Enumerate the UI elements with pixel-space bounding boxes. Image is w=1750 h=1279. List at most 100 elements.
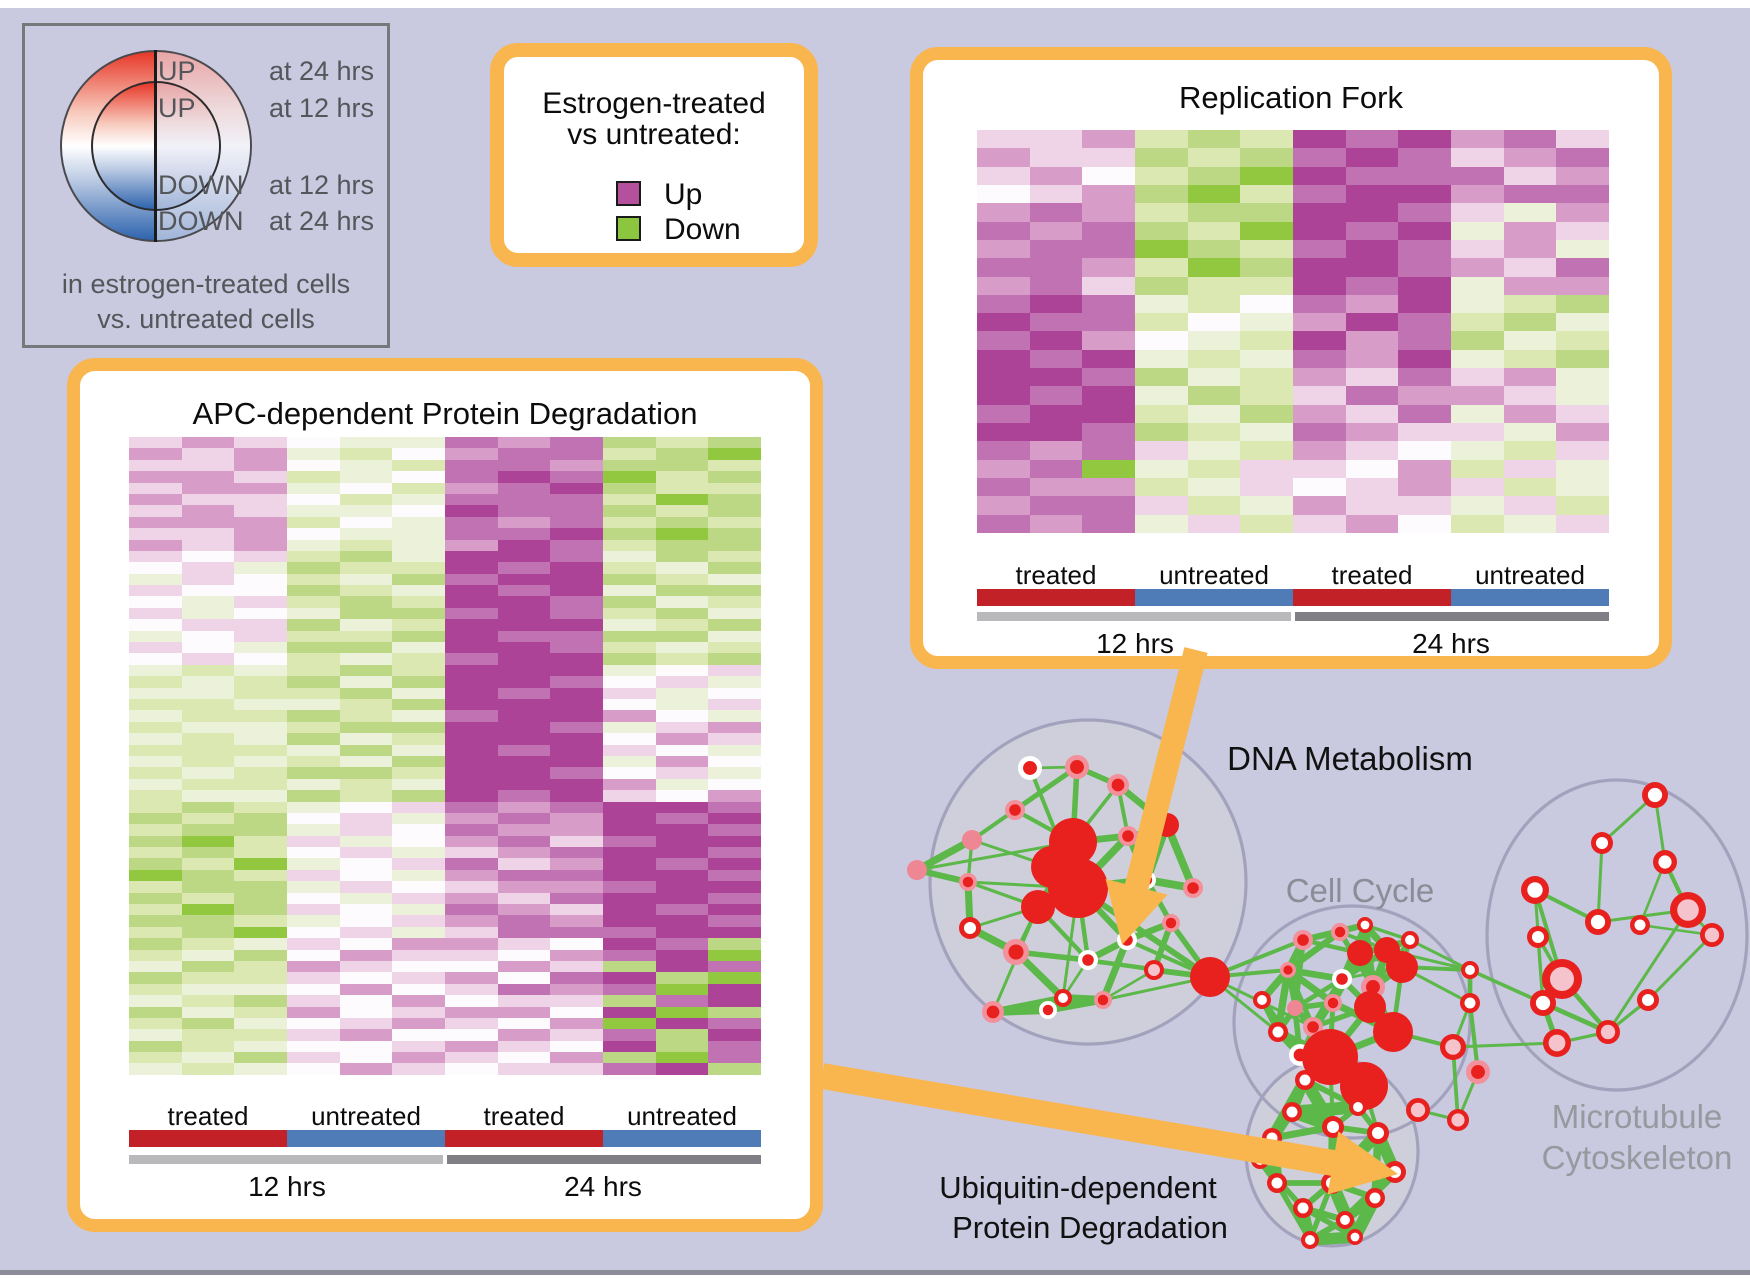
heatmap-cell — [445, 653, 498, 665]
heatmap-row — [977, 331, 1610, 350]
time-label-24hrs: 24 hrs — [564, 1171, 642, 1202]
heatmap-cell — [129, 949, 182, 961]
heatmap-cell — [1293, 148, 1346, 167]
heatmap-cell — [655, 995, 709, 1007]
heatmap-cell — [339, 539, 393, 551]
gene-node-solid — [1347, 940, 1373, 966]
heatmap-cell — [1082, 203, 1136, 222]
heatmap-cell — [1029, 148, 1083, 167]
heatmap-cell — [287, 995, 340, 1007]
heatmap-row — [129, 482, 762, 494]
heatmap-cell — [1503, 368, 1557, 387]
heatmap-cell — [1556, 294, 1610, 314]
heatmap-cell — [1293, 221, 1346, 240]
gene-node-core — [1097, 994, 1109, 1006]
heatmap-cell — [234, 459, 288, 472]
heatmap-cell — [392, 949, 446, 961]
heatmap-cell — [287, 676, 340, 688]
heatmap-cell — [1398, 276, 1452, 295]
gene-node-white-core — [1595, 836, 1609, 850]
gene-node-white-core — [1350, 1232, 1360, 1242]
heatmap-cell — [234, 607, 288, 620]
heatmap-cell — [392, 904, 446, 916]
heatmap-cell — [1451, 386, 1504, 405]
heatmap-cell — [181, 812, 235, 825]
heatmap-cell — [445, 1006, 498, 1018]
heatmap-cell — [287, 437, 340, 449]
heatmap-cell — [1135, 184, 1188, 204]
heatmap-cell — [1082, 166, 1136, 185]
group-label-treated-2: treated — [483, 1101, 565, 1131]
heatmap-cell — [445, 687, 498, 699]
heatmap-cell — [977, 477, 1030, 497]
heatmap-cell — [655, 493, 709, 506]
heatmap-cell — [234, 539, 288, 551]
heatmap-cell — [339, 528, 393, 540]
heatmap-cell — [708, 744, 762, 756]
heatmap-cell — [181, 630, 235, 643]
heatmap-cell — [655, 471, 709, 483]
heatmap-cell — [339, 1029, 393, 1041]
heatmap-cell — [1187, 349, 1241, 369]
heatmap-cell — [1082, 423, 1136, 442]
heatmap-row — [129, 642, 762, 654]
heatmap-cell — [550, 790, 604, 802]
heatmap-cell — [1029, 239, 1083, 259]
heatmap-cell — [1187, 239, 1241, 259]
heatmap-cell — [392, 721, 446, 734]
heatmap-cell — [655, 550, 709, 563]
heatmap-cell — [550, 915, 604, 927]
heatmap-row — [129, 733, 762, 745]
gene-node-core — [1283, 965, 1293, 975]
heatmap-cell — [181, 892, 235, 905]
heatmap-cell — [339, 562, 393, 574]
heatmap-cell — [708, 493, 762, 506]
heatmap-cell — [1029, 386, 1083, 405]
heatmap-cell — [1135, 166, 1188, 185]
heatmap-cell — [445, 550, 498, 563]
heatmap-cell — [1398, 441, 1452, 460]
heatmap-cell — [287, 721, 340, 734]
heatmap-row — [977, 349, 1610, 369]
heatmap-cell — [287, 926, 340, 939]
heatmap-cell — [1240, 203, 1294, 222]
heatmap-cell — [603, 437, 656, 449]
heatmap-cell — [550, 926, 604, 939]
heatmap-cell — [497, 1017, 551, 1030]
heatmap-cell — [445, 596, 498, 608]
heatmap-cell — [1556, 477, 1610, 497]
heatmap-cell — [287, 710, 340, 722]
heatmap-cell — [497, 778, 551, 791]
heatmap-cell — [339, 938, 393, 950]
heatmap-cell — [1240, 331, 1294, 350]
heatmap-cell — [129, 858, 182, 870]
heatmap-cell — [287, 755, 340, 768]
heatmap-cell — [339, 983, 393, 996]
heatmap-cell — [1398, 294, 1452, 314]
network-edge — [1284, 966, 1337, 1007]
heatmap-cell — [339, 1052, 393, 1064]
heatmap-cell — [708, 642, 762, 654]
ring-legend-box: UP at 24 hrs UP at 12 hrs DOWN at 12 hrs… — [22, 23, 390, 348]
heatmap-cell — [129, 812, 182, 825]
time-label-24hrs: 24 hrs — [1412, 628, 1490, 659]
heatmap-cell — [392, 437, 446, 449]
heatmap-cell — [708, 847, 762, 859]
heatmap-row — [129, 824, 762, 836]
heatmap-cell — [1503, 331, 1557, 350]
heatmap-cell — [1451, 276, 1504, 295]
heatmap-cell — [1293, 166, 1346, 185]
heatmap-cell — [129, 983, 182, 996]
heatmap-cell — [129, 698, 182, 711]
gene-node-white-core — [1286, 1106, 1298, 1118]
heatmap-cell — [181, 482, 235, 494]
heatmap-cell — [339, 812, 393, 825]
heatmap-cell — [497, 493, 551, 506]
heatmap-cell — [1082, 130, 1136, 149]
heatmap-cell — [1135, 331, 1188, 350]
heatmap-cell — [445, 585, 498, 597]
heatmap-cell — [1451, 148, 1504, 167]
heatmap-cell — [1082, 386, 1136, 405]
heatmap-cell — [497, 607, 551, 620]
heatmap-cell — [603, 482, 656, 494]
